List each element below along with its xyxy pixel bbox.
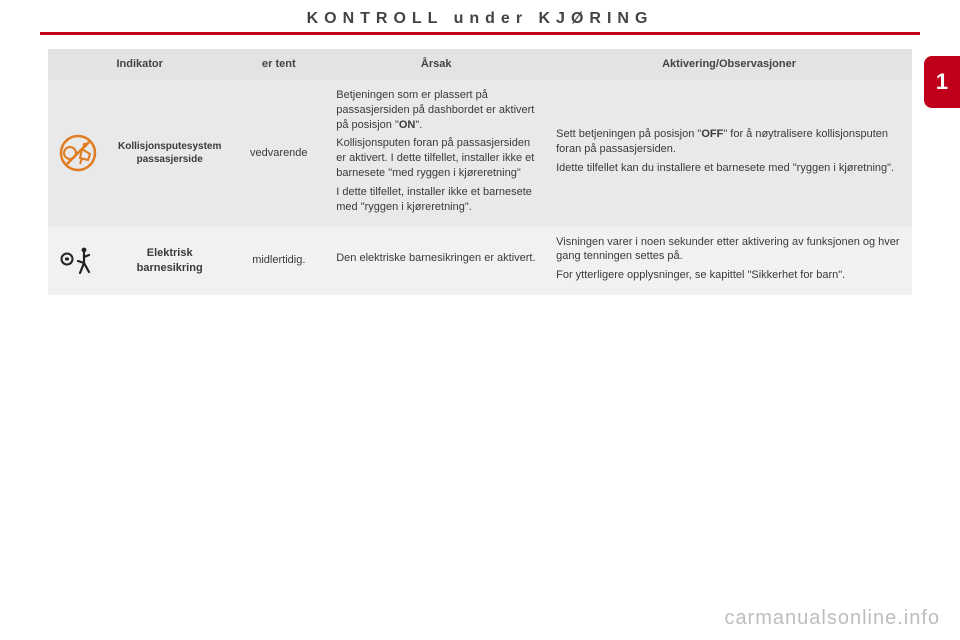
aktivering-line: For ytterligere opplysninger, se kapitte… (556, 268, 902, 283)
cell-aktivering: Sett betjeningen på posisjon "OFF" for å… (546, 80, 912, 227)
chapter-tab: 1 (924, 56, 960, 108)
text: Sett betjeningen på posisjon " (556, 128, 701, 140)
cell-aktivering: Visningen varer i noen sekunder etter ak… (546, 227, 912, 296)
header-rule (40, 32, 920, 35)
page-title: KONTROLL under KJØRING (0, 0, 960, 32)
arsak-line: I dette tilfellet, installer ikke et bar… (336, 185, 536, 215)
arsak-line: Den elektriske barnesikringen er aktiver… (336, 251, 536, 266)
aktivering-line: Sett betjeningen på posisjon "OFF" for å… (556, 127, 902, 157)
table-row: Kollisjonsputesystem passasjerside vedva… (48, 80, 912, 227)
table-row: Elektrisk barnesikring midlertidig. Den … (48, 227, 912, 296)
col-header-arsak: Årsak (326, 49, 546, 80)
col-header-er-tent: er tent (231, 49, 326, 80)
indicator-table: Indikator er tent Årsak Aktivering/Obser… (48, 49, 912, 295)
cell-indicator: Kollisjonsputesystem passasjerside (108, 80, 231, 227)
aktivering-line: Visningen varer i noen sekunder etter ak… (556, 235, 902, 265)
cell-arsak: Betjeningen som er plassert på passasjer… (326, 80, 546, 227)
text: Betjeningen som er plassert på passasjer… (336, 89, 534, 131)
bold-on: ON (399, 119, 416, 131)
table-header-row: Indikator er tent Årsak Aktivering/Obser… (48, 49, 912, 80)
bold-off: OFF (701, 128, 723, 140)
passenger-airbag-off-icon (58, 133, 98, 173)
aktivering-line: Idette tilfellet kan du installere et ba… (556, 161, 902, 176)
col-header-aktivering: Aktivering/Observasjoner (546, 49, 912, 80)
cell-icon (48, 227, 108, 296)
cell-icon (48, 80, 108, 227)
text: ". (415, 119, 422, 131)
electric-child-lock-icon (58, 241, 98, 281)
col-header-indicator: Indikator (48, 49, 231, 80)
cell-er-tent: midlertidig. (231, 227, 326, 296)
arsak-line: Kollisjonsputen foran på passasjersiden … (336, 136, 536, 181)
cell-indicator: Elektrisk barnesikring (108, 227, 231, 296)
arsak-line: Betjeningen som er plassert på passasjer… (336, 88, 536, 133)
cell-arsak: Den elektriske barnesikringen er aktiver… (326, 227, 546, 296)
watermark: carmanualsonline.info (724, 607, 940, 630)
cell-er-tent: vedvarende (231, 80, 326, 227)
